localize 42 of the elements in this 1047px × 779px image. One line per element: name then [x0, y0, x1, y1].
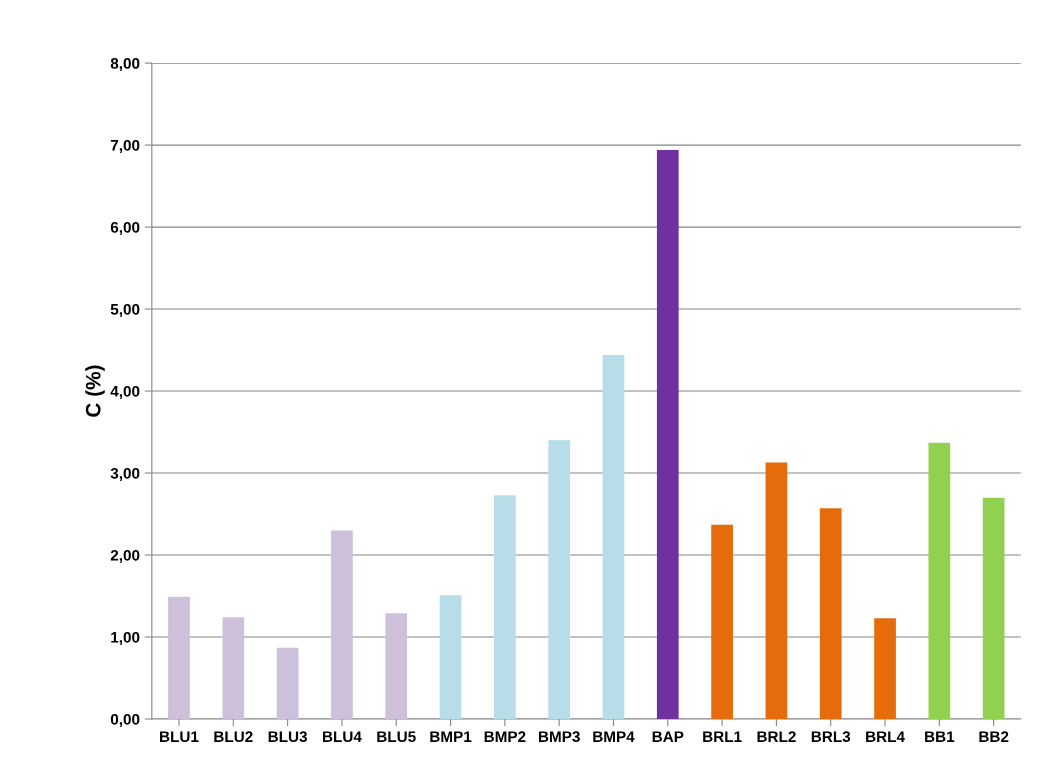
- x-tick-label: BLU3: [268, 731, 307, 743]
- y-tick-label: 5,00: [110, 303, 140, 317]
- x-tick-label: BB2: [979, 731, 1009, 742]
- bar: [874, 618, 896, 720]
- x-tick-label: BB1: [925, 731, 955, 742]
- bar: [276, 647, 299, 720]
- bar: [493, 495, 516, 720]
- bar: [656, 150, 679, 720]
- y-tick-label: 4,00: [110, 385, 140, 399]
- x-tick-label: BRL1: [703, 731, 742, 742]
- x-tick-label: BRL4: [866, 731, 905, 742]
- bar: [168, 596, 190, 720]
- bar: [385, 613, 408, 720]
- y-axis-title: C (%): [85, 365, 105, 417]
- bar: [928, 442, 951, 720]
- x-tick-label: BMP2: [484, 731, 526, 742]
- x-tick-label: BLU5: [377, 731, 416, 743]
- y-tick-label: 0,00: [110, 713, 140, 727]
- x-tick-label: BLU1: [160, 731, 199, 743]
- bar: [982, 497, 1005, 720]
- bar: [331, 530, 353, 720]
- y-tick-label: 8,00: [110, 57, 140, 71]
- x-tick-label: BAP: [652, 731, 684, 742]
- y-tick-label: 3,00: [110, 467, 140, 481]
- x-tick-label: BRL2: [757, 731, 796, 742]
- x-tick-label: BMP1: [430, 731, 472, 742]
- x-tick-label: BMP4: [593, 731, 635, 742]
- x-tick-label: BRL3: [811, 731, 851, 743]
- x-tick-label: BMP3: [538, 731, 580, 743]
- bar: [222, 617, 245, 720]
- bar: [711, 524, 733, 720]
- y-tick-label: 2,00: [110, 549, 140, 563]
- bar: [602, 354, 625, 720]
- x-tick-label: BLU4: [322, 731, 362, 743]
- y-tick-label: 6,00: [110, 221, 140, 235]
- bar: [548, 440, 571, 720]
- y-tick-label: 1,00: [111, 631, 140, 645]
- y-tick-label: 7,00: [110, 139, 140, 153]
- bar: [439, 595, 462, 720]
- bar: [765, 462, 788, 720]
- bar: [819, 508, 842, 720]
- x-tick-label: BLU2: [214, 731, 253, 743]
